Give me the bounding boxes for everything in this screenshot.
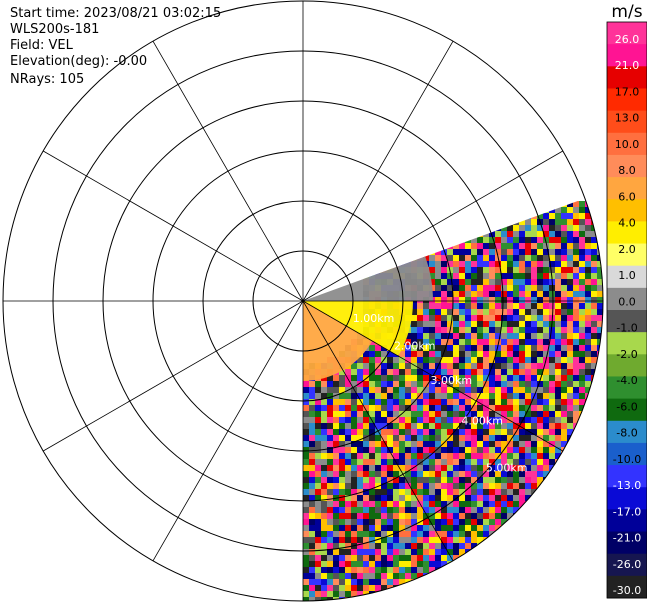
colorbar-tick-label: 0.0 xyxy=(618,295,636,308)
colorbar-segment xyxy=(607,287,647,311)
colorbar-tick-label: -2.0 xyxy=(616,348,637,361)
colorbar-segment xyxy=(607,66,647,89)
colorbar-tick-label: -6.0 xyxy=(616,400,637,413)
near-field-returns xyxy=(303,256,433,381)
colorbar-segment xyxy=(607,575,647,599)
colorbar-title: m/s xyxy=(611,2,642,22)
colorbar-segment xyxy=(607,177,647,200)
radial-spoke xyxy=(302,150,564,302)
near-field-region xyxy=(303,256,433,301)
colorbar-segment xyxy=(607,487,647,510)
colorbar-segment xyxy=(607,442,647,466)
colorbar-tick-label: 26.0 xyxy=(615,33,640,46)
colorbar-tick-label: 17.0 xyxy=(615,85,640,98)
start-time: Start time: 2023/08/21 03:02:15 xyxy=(10,6,222,21)
elevation: Elevation(deg): -0.00 xyxy=(10,54,148,69)
radial-spoke xyxy=(302,40,454,302)
colorbar-tick-label: 10.0 xyxy=(615,138,640,151)
colorbar-segment xyxy=(607,154,647,178)
colorbar-tick-label: -13.0 xyxy=(613,479,641,492)
range-label: 1.00km xyxy=(353,312,395,325)
colorbar-tick-label: -21.0 xyxy=(613,532,641,545)
colorbar-segment xyxy=(607,332,647,355)
near-field-region xyxy=(303,301,373,381)
colorbar-tick-label: 1.0 xyxy=(618,269,636,282)
colorbar-segment xyxy=(607,376,647,400)
colorbar-segment xyxy=(607,509,647,533)
colorbar-segment xyxy=(607,88,647,112)
colorbar-tick-label: -30.0 xyxy=(613,584,641,597)
colorbar-tick-label: -4.0 xyxy=(616,374,637,387)
colorbar-tick-label: 13.0 xyxy=(615,112,640,125)
colorbar-tick-label: -26.0 xyxy=(613,558,641,571)
colorbar-segment xyxy=(607,265,647,289)
radial-spoke xyxy=(42,300,304,452)
instrument-name: WLS200s-181 xyxy=(10,22,100,37)
colorbar-tick-label: 6.0 xyxy=(618,190,636,203)
colorbar-segment xyxy=(607,221,647,245)
colorbar-tick-label: -8.0 xyxy=(616,427,637,440)
nrays: NRays: 105 xyxy=(10,72,85,87)
colorbar-segment xyxy=(607,420,647,444)
colorbar-segment xyxy=(607,243,647,267)
colorbar-segment xyxy=(607,531,647,555)
colorbar-segment xyxy=(607,465,647,488)
colorbar-tick-label: -10.0 xyxy=(613,453,641,466)
radial-spoke xyxy=(152,300,304,562)
colorbar-segment xyxy=(607,110,647,134)
velocity-sector xyxy=(303,201,603,601)
colorbar-tick-label: 2.0 xyxy=(618,243,636,256)
colorbar-segment xyxy=(607,132,647,156)
radial-spoke xyxy=(302,300,564,452)
colorbar-tick-label: 4.0 xyxy=(618,217,636,230)
colorbar-tick-label: -1.0 xyxy=(616,322,637,335)
colorbar-segment xyxy=(607,22,647,45)
colorbar-segment xyxy=(607,398,647,422)
colorbar-tick-label: 8.0 xyxy=(618,164,636,177)
range-label: 3.00km xyxy=(430,374,472,387)
radial-spoke xyxy=(152,40,304,302)
radial-spoke xyxy=(42,150,304,302)
colorbar-frame xyxy=(606,21,647,599)
field-name: Field: VEL xyxy=(10,38,73,53)
range-label: 2.00km xyxy=(394,339,436,352)
colorbar-segment xyxy=(607,44,647,67)
colorbar-segment xyxy=(607,199,647,222)
colorbar: m/s 26.0 21.0 17.0 13.0 10.0 8.0 6.0 4.0 2.0 1.0 0.… xyxy=(606,2,647,599)
colorbar-segment xyxy=(607,310,647,333)
range-label: 5.00km xyxy=(486,461,528,474)
colorbar-tick-label: -17.0 xyxy=(613,505,641,518)
colorbar-segment xyxy=(607,354,647,377)
range-label: 4.00km xyxy=(461,415,503,428)
near-field-region xyxy=(303,301,413,356)
colorbar-tick-label: 21.0 xyxy=(615,59,640,72)
colorbar-segment xyxy=(607,553,647,577)
polar-grid xyxy=(2,0,604,602)
range-labels: 1.00km 2.00km 3.00km 4.00km 5.00km xyxy=(353,312,528,474)
radial-spoke xyxy=(302,300,454,562)
